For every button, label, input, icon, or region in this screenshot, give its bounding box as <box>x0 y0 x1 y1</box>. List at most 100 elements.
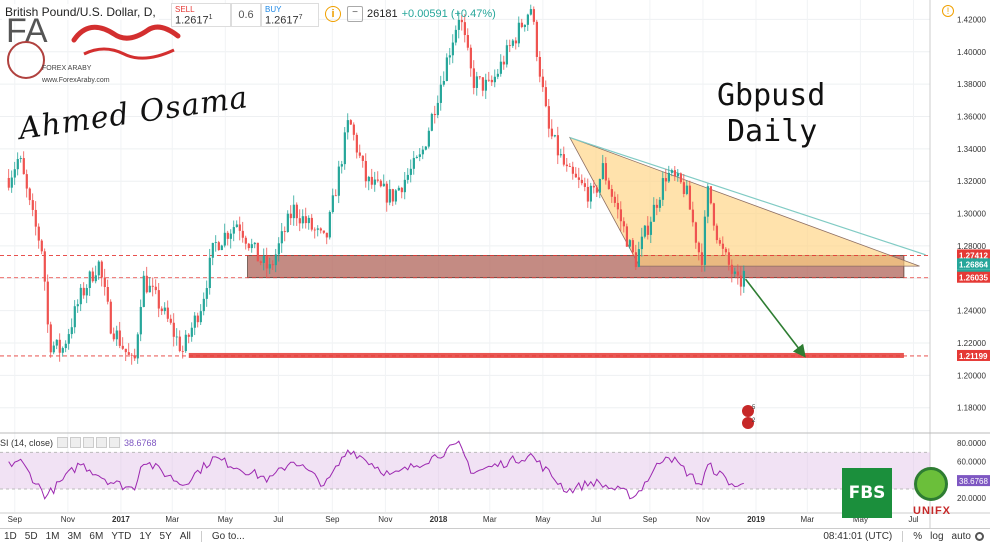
candle-body <box>7 177 10 188</box>
rsi-tick-label: 80.0000 <box>957 439 986 448</box>
rsi-axis-marker-label: 38.6768 <box>959 477 988 486</box>
candle-body <box>397 187 400 191</box>
candle-body <box>319 228 322 231</box>
candle-body <box>343 132 346 165</box>
candle-body <box>652 204 656 222</box>
candle-body <box>157 290 160 309</box>
events-badge-icon[interactable]: 5 2 <box>741 403 757 431</box>
alert-icon[interactable]: ! <box>942 5 954 17</box>
time-tick-label: Nov <box>696 515 710 524</box>
candle-body <box>160 308 163 312</box>
candle-body <box>673 170 677 177</box>
candle-body <box>712 203 716 226</box>
log-toggle[interactable]: log <box>930 531 944 542</box>
candle-body <box>655 204 659 208</box>
range-all[interactable]: All <box>179 531 191 542</box>
candle-body <box>700 252 704 265</box>
goto-button[interactable]: Go to... <box>211 531 245 542</box>
time-tick-label: Mar <box>165 515 179 524</box>
time-tick-label: Sep <box>325 515 340 524</box>
toolbar-right: 08:41:01 (UTC) % log auto <box>819 529 990 544</box>
annotation-title-line2: Daily <box>727 114 818 149</box>
price-tick-label: 1.42000 <box>957 15 986 24</box>
price-axis-marker-label: 1.26035 <box>959 274 988 283</box>
candle-body <box>346 120 349 133</box>
clock-readout[interactable]: 08:41:01 (UTC) <box>823 531 893 542</box>
time-tick-label: May <box>853 515 868 524</box>
candle-body <box>535 21 538 57</box>
candles-layer <box>7 4 746 365</box>
descending-triangle <box>568 136 920 267</box>
candle-body <box>268 264 271 269</box>
candle-body <box>199 311 202 323</box>
range-ytd[interactable]: YTD <box>111 531 132 542</box>
candle-body <box>208 257 211 289</box>
candle-body <box>295 204 298 219</box>
candle-body <box>304 216 307 224</box>
info-icon[interactable]: i <box>325 6 341 22</box>
range-6m[interactable]: 6M <box>89 531 104 542</box>
candle-body <box>529 9 532 15</box>
overlay-layer <box>744 278 806 358</box>
rsi-value: 38.6768 <box>124 437 157 448</box>
rsi-controls[interactable] <box>57 437 121 448</box>
candle-body <box>136 334 139 359</box>
candle-body <box>583 183 586 187</box>
candle-body <box>112 333 115 340</box>
gear-icon[interactable] <box>975 532 984 541</box>
candle-body <box>475 76 478 88</box>
close-icon[interactable] <box>83 437 95 448</box>
candle-body <box>538 56 541 77</box>
toolbar-divider <box>902 531 904 542</box>
range-1y[interactable]: 1Y <box>139 531 152 542</box>
percent-toggle[interactable]: % <box>913 531 923 542</box>
candle-body <box>571 166 574 174</box>
buy-button[interactable]: BUY 1.26177 <box>261 3 319 27</box>
price-tick-label: 1.28000 <box>957 242 986 251</box>
candle-body <box>286 213 289 232</box>
candle-body <box>244 237 247 244</box>
candle-body <box>163 307 166 312</box>
range-1d[interactable]: 1D <box>4 531 17 542</box>
candle-body <box>16 159 19 170</box>
candle-body <box>733 271 737 274</box>
more-icon[interactable] <box>96 437 108 448</box>
candle-body <box>88 271 91 288</box>
candle-body <box>382 183 385 187</box>
range-3m[interactable]: 3M <box>67 531 82 542</box>
candle-body <box>661 178 665 200</box>
up-arrow-icon[interactable] <box>109 437 121 448</box>
candle-body <box>184 334 187 352</box>
range-1m[interactable]: 1M <box>45 531 60 542</box>
candle-body <box>415 156 418 158</box>
minus-icon[interactable]: − <box>347 6 363 22</box>
candle-body <box>691 209 695 223</box>
svg-text:5: 5 <box>752 405 756 411</box>
candle-body <box>496 73 499 77</box>
range-5d[interactable]: 5D <box>24 531 38 542</box>
candle-body <box>664 178 668 182</box>
auto-toggle[interactable]: auto <box>951 531 971 542</box>
time-tick-label: 2019 <box>747 515 765 524</box>
candle-body <box>67 334 70 344</box>
candle-body <box>547 106 550 129</box>
candle-body <box>457 19 460 30</box>
settings-icon[interactable] <box>70 437 82 448</box>
candle-body <box>406 174 409 180</box>
eye-icon[interactable] <box>57 437 69 448</box>
price-axis-marker-label: 1.21199 <box>959 352 988 361</box>
candle-body <box>694 222 698 243</box>
symbol-title[interactable]: British Pound/U.S. Dollar, D, <box>2 4 159 20</box>
rsi-legend[interactable]: SI (14, close) 38.6768 <box>0 437 157 448</box>
range-5y[interactable]: 5Y <box>159 531 172 542</box>
candle-body <box>316 228 319 230</box>
sell-button[interactable]: SELL 1.26171 <box>171 3 231 27</box>
candle-body <box>313 229 316 231</box>
time-tick-label: Sep <box>8 515 23 524</box>
candle-body <box>226 232 229 239</box>
candle-body <box>370 176 373 185</box>
candle-body <box>451 42 454 56</box>
time-tick-label: Mar <box>483 515 497 524</box>
